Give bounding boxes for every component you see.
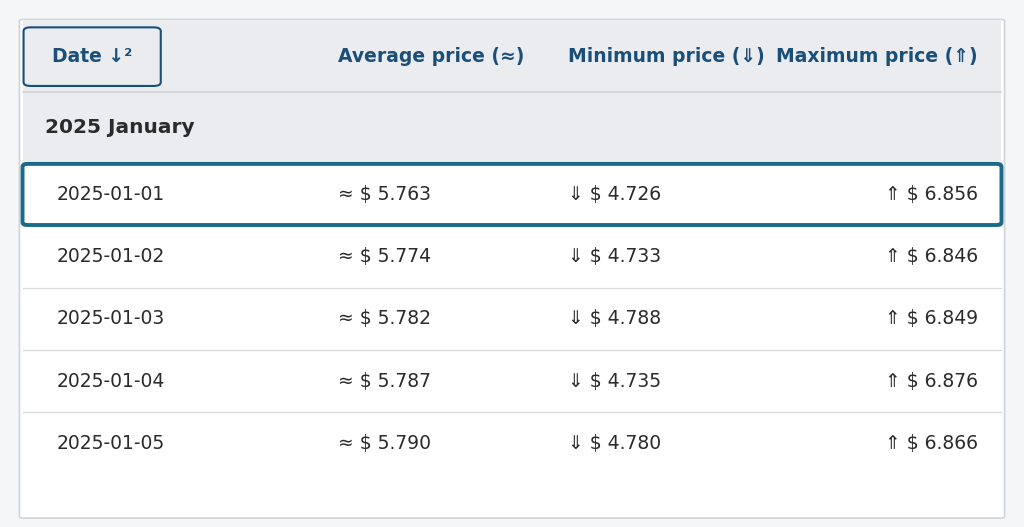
Text: Maximum price (⇑): Maximum price (⇑) [776,47,978,66]
Text: 2025-01-05: 2025-01-05 [56,434,165,453]
Text: ≈ $ 5.787: ≈ $ 5.787 [338,372,431,391]
FancyBboxPatch shape [23,350,1001,412]
Text: 2025-01-04: 2025-01-04 [56,372,165,391]
FancyBboxPatch shape [23,226,1001,288]
Text: 2025-01-03: 2025-01-03 [56,309,165,328]
Text: ⇑ $ 6.866: ⇑ $ 6.866 [885,434,978,453]
FancyBboxPatch shape [23,288,1001,350]
Text: 2025-01-02: 2025-01-02 [56,247,165,266]
Text: ⇓ $ 4.735: ⇓ $ 4.735 [568,372,662,391]
FancyBboxPatch shape [23,163,1001,226]
Text: ≈ $ 5.774: ≈ $ 5.774 [338,247,431,266]
Text: 2025-01-01: 2025-01-01 [56,185,165,204]
Text: ⇑ $ 6.876: ⇑ $ 6.876 [885,372,978,391]
Text: Date ↓²: Date ↓² [52,47,132,66]
FancyBboxPatch shape [24,27,161,86]
Text: Average price (≈): Average price (≈) [338,47,524,66]
FancyBboxPatch shape [23,412,1001,474]
Text: Minimum price (⇓): Minimum price (⇓) [568,47,765,66]
Text: ≈ $ 5.782: ≈ $ 5.782 [338,309,431,328]
FancyBboxPatch shape [23,21,1001,92]
Text: ⇓ $ 4.726: ⇓ $ 4.726 [568,185,662,204]
Text: ⇓ $ 4.780: ⇓ $ 4.780 [568,434,662,453]
Text: ≈ $ 5.763: ≈ $ 5.763 [338,185,431,204]
FancyBboxPatch shape [23,92,1001,163]
Text: ⇑ $ 6.846: ⇑ $ 6.846 [885,247,978,266]
Text: 2025 January: 2025 January [45,118,195,138]
Text: ⇑ $ 6.856: ⇑ $ 6.856 [885,185,978,204]
Text: ⇓ $ 4.733: ⇓ $ 4.733 [568,247,662,266]
FancyBboxPatch shape [23,164,1001,225]
FancyBboxPatch shape [19,19,1005,518]
Text: ⇑ $ 6.849: ⇑ $ 6.849 [885,309,978,328]
Text: ⇓ $ 4.788: ⇓ $ 4.788 [568,309,662,328]
Text: ≈ $ 5.790: ≈ $ 5.790 [338,434,431,453]
